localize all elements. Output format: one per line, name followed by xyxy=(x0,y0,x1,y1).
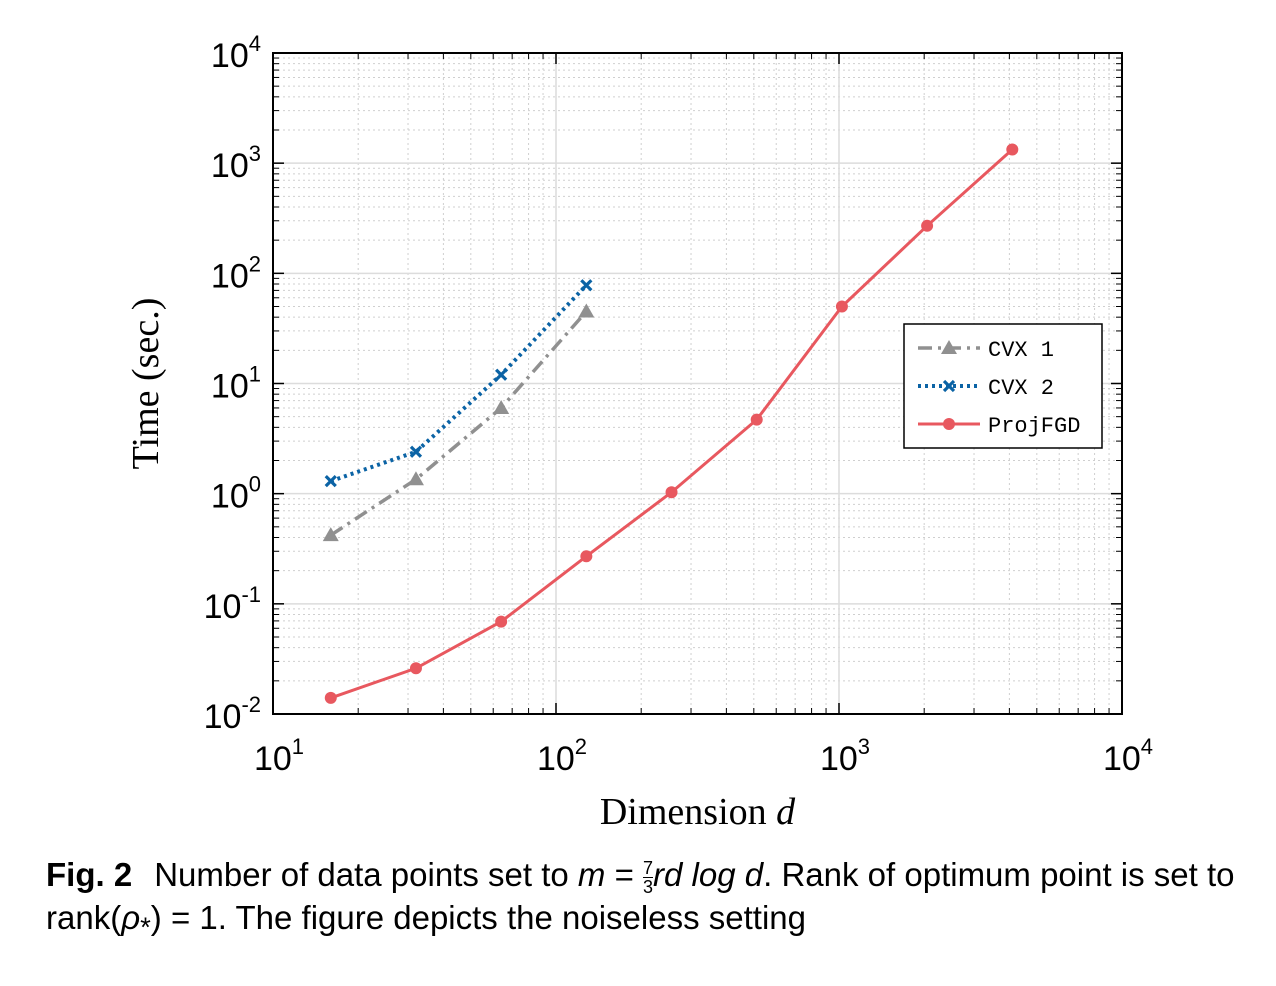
data-point xyxy=(580,279,593,292)
figure-caption: Fig. 2 Number of data points set to m = 7… xyxy=(46,853,1246,949)
legend-label: ProjFGD xyxy=(988,414,1080,439)
data-point xyxy=(322,527,339,542)
caption-expression: rd log d xyxy=(653,856,764,893)
grid-lines xyxy=(272,52,1123,715)
series-line xyxy=(329,310,588,537)
x-tick-label: 103 xyxy=(820,734,870,778)
caption-eq: = xyxy=(605,856,644,893)
y-tick-label: 103 xyxy=(211,141,261,185)
data-point xyxy=(578,303,595,318)
y-tick-label: 100 xyxy=(211,472,261,516)
data-point xyxy=(324,474,337,488)
series-projfgd xyxy=(324,143,1019,704)
tick-labels: 101 102 103 104 10-2 10-1 100 101 102 103 104 xyxy=(204,31,1153,778)
data-point xyxy=(409,445,423,458)
data-point xyxy=(495,615,508,628)
legend: CVX 1 CVX 2 ProjFGD xyxy=(903,323,1103,449)
y-tick-label: 10-2 xyxy=(204,692,261,736)
chart-svg: 101 102 103 104 10-2 10-1 100 101 102 103 104 CVX … xyxy=(125,31,1153,833)
x-tick-label: 102 xyxy=(537,734,587,778)
series-line xyxy=(330,283,588,484)
data-point xyxy=(580,550,593,563)
legend-marker xyxy=(941,340,957,354)
caption-text-2: . Rank of optimum point is set to rank( xyxy=(46,856,1235,936)
legend-marker xyxy=(942,379,956,393)
y-tick-label: 102 xyxy=(211,251,261,295)
axis-titles: Dimension d Time (sec.) xyxy=(125,298,796,833)
data-point xyxy=(835,300,848,313)
y-tick-label: 10-1 xyxy=(204,582,261,626)
caption-label: Fig. 2 xyxy=(46,856,133,893)
caption-text-1: Number of data points set to xyxy=(154,856,578,893)
legend-label: CVX 2 xyxy=(988,376,1054,401)
x-axis-title: Dimension d xyxy=(600,791,796,833)
series-cvx-2 xyxy=(324,279,593,488)
series-layer xyxy=(322,143,1019,704)
caption-star: * xyxy=(140,911,151,943)
data-point xyxy=(409,662,422,675)
data-point xyxy=(1006,143,1019,156)
data-point xyxy=(495,368,508,381)
chart-figure: 101 102 103 104 10-2 10-1 100 101 102 103 104 CVX … xyxy=(125,31,1153,833)
caption-fraction-num: 7 xyxy=(643,857,654,878)
data-point xyxy=(493,399,510,414)
caption-m: m xyxy=(577,856,606,893)
y-axis-title: Time (sec.) xyxy=(125,298,167,470)
x-tick-label: 101 xyxy=(254,734,304,778)
data-point xyxy=(324,691,337,704)
data-point xyxy=(750,413,763,426)
data-point xyxy=(407,471,424,486)
legend-marker xyxy=(943,418,955,430)
legend-box xyxy=(903,323,1103,449)
legend-label: CVX 1 xyxy=(988,338,1054,363)
tick-marks xyxy=(272,52,1123,715)
data-point xyxy=(921,219,934,232)
series-cvx-1 xyxy=(322,303,595,542)
caption-rho: ρ xyxy=(121,899,141,936)
y-tick-label: 104 xyxy=(211,31,261,75)
caption-text-3: ) = 1. The figure depicts the noiseless … xyxy=(150,899,806,936)
y-tick-label: 101 xyxy=(211,362,261,406)
x-tick-label: 104 xyxy=(1103,734,1153,778)
caption-fraction-den: 3 xyxy=(643,876,654,897)
data-point xyxy=(665,486,678,499)
